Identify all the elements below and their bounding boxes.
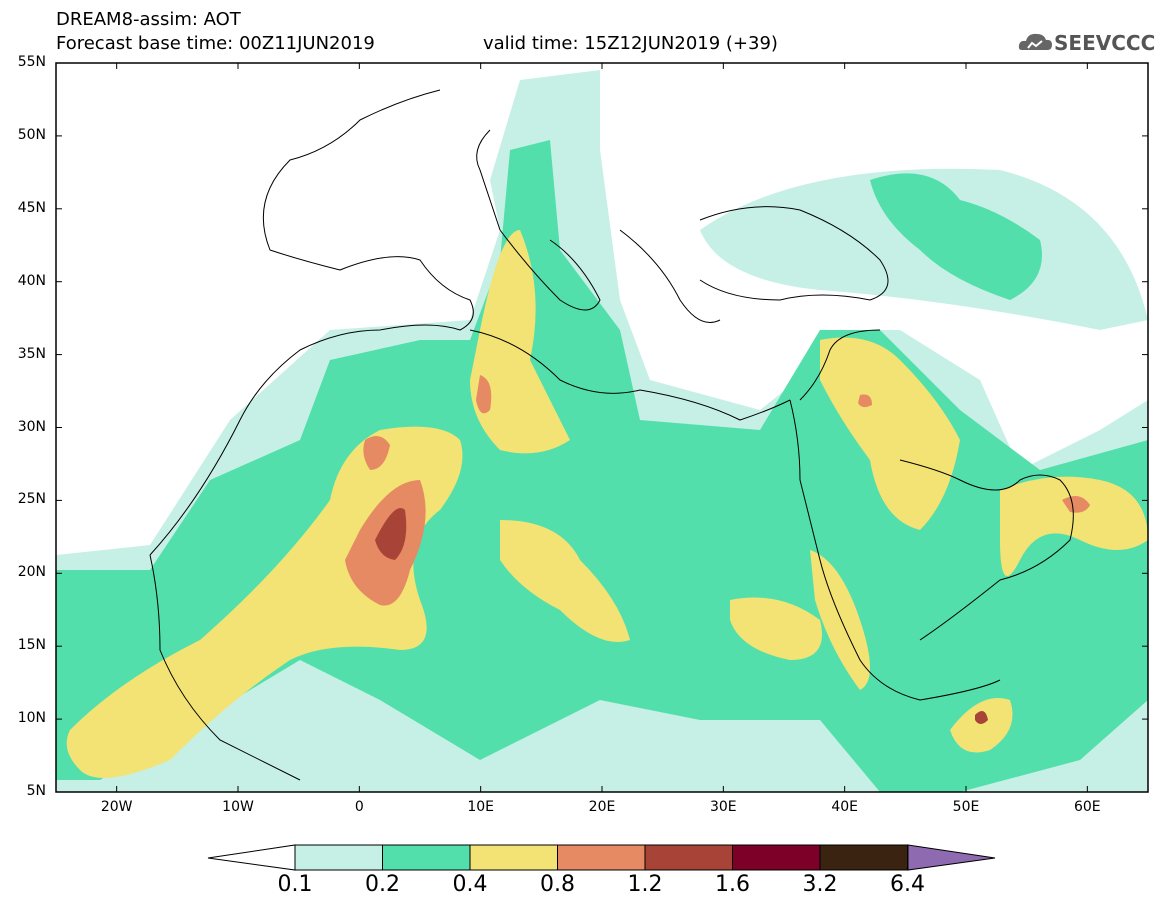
cloud-logo-icon <box>1018 33 1052 50</box>
colorbar-swatch <box>819 844 908 871</box>
aot-contour-0.4 <box>66 426 463 778</box>
lon-label: 40E <box>831 799 858 815</box>
lat-label: 5N <box>26 783 46 799</box>
lon-label: 20W <box>100 799 133 815</box>
lat-label: 50N <box>17 126 46 143</box>
axis-ticks <box>56 62 1148 793</box>
colorbar-swatch <box>732 844 821 871</box>
colorbar-swatch <box>469 844 558 871</box>
lon-label: 10E <box>467 799 494 815</box>
aot-contour-1.2 <box>375 508 407 560</box>
colorbar-left-arrow <box>207 844 296 871</box>
colorbar-level-label: 1.2 <box>627 872 663 897</box>
colorbar-level-label: 6.4 <box>890 872 925 897</box>
lat-label: 25N <box>17 491 46 508</box>
lat-label: 45N <box>17 199 46 216</box>
colorbar-level-label: 0.2 <box>365 872 400 897</box>
coastlines <box>149 89 1074 781</box>
colorbar-right-arrow <box>907 844 996 871</box>
colorbar-swatch <box>557 844 646 871</box>
aot-field <box>56 63 1148 792</box>
lat-label: 30N <box>17 418 46 435</box>
colorbar-level-label: 0.4 <box>452 872 488 897</box>
lon-label: 0 <box>354 799 364 815</box>
lat-label: 10N <box>17 710 46 727</box>
logo-text: SEEVCCC <box>1054 31 1156 55</box>
lat-label: 55N <box>17 54 46 70</box>
colorbar-swatch <box>382 844 471 871</box>
forecast-base-time: Forecast base time: 00Z11JUN2019 <box>56 33 375 54</box>
lon-label: 10W <box>222 799 254 815</box>
lat-label: 15N <box>17 637 46 654</box>
valid-time: valid time: 15Z12JUN2019 (+39) <box>483 33 778 54</box>
lon-label: 30E <box>709 799 737 815</box>
lat-label: 20N <box>17 564 46 581</box>
lon-label: 50E <box>952 799 980 815</box>
lat-label: 35N <box>17 345 46 362</box>
colorbar-level-label: 0.1 <box>277 872 313 897</box>
lon-label: 20E <box>588 799 616 815</box>
chart-title: DREAM8-assim: AOT <box>56 9 241 30</box>
colorbar-swatch <box>294 844 383 871</box>
colorbar-level-label: 0.8 <box>540 872 575 897</box>
colorbar-swatch <box>644 844 733 871</box>
colorbar-level-label: 3.2 <box>802 872 838 897</box>
lat-label: 40N <box>17 272 46 289</box>
colorbar-level-label: 1.6 <box>715 872 750 897</box>
colorbar <box>207 844 996 871</box>
lon-label: 60E <box>1073 799 1101 815</box>
